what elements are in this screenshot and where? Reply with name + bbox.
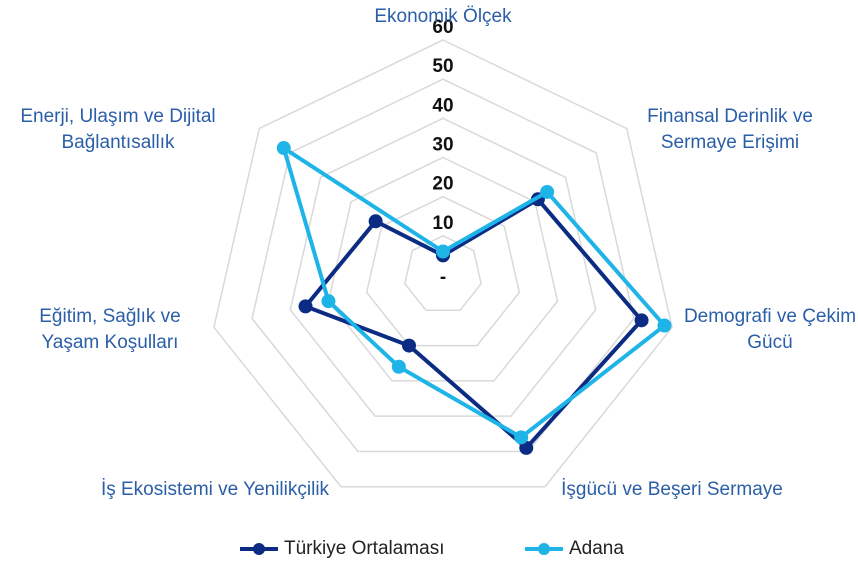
tick-label: 20 bbox=[432, 174, 453, 195]
marker bbox=[391, 359, 406, 374]
tick-label: 50 bbox=[432, 56, 453, 77]
tick-label: - bbox=[440, 267, 446, 288]
marker bbox=[519, 440, 534, 455]
marker bbox=[298, 299, 313, 314]
series-line bbox=[281, 146, 667, 440]
marker bbox=[436, 244, 450, 259]
marker bbox=[634, 313, 649, 328]
tick-label: 10 bbox=[432, 213, 453, 234]
legend-item: Türkiye Ortalaması bbox=[240, 538, 444, 559]
grid-ring bbox=[251, 78, 635, 453]
axis-label: Finansal Derinlik ve Sermaye Erişimi bbox=[647, 106, 813, 153]
grid-ring bbox=[365, 195, 521, 347]
grid-ring bbox=[213, 39, 673, 488]
marker bbox=[402, 338, 417, 353]
axis-label: Demografi ve Çekim Gücü bbox=[683, 306, 857, 353]
tick-label: 30 bbox=[432, 135, 453, 156]
legend-marker bbox=[538, 543, 550, 555]
tick-label: 40 bbox=[432, 95, 453, 116]
marker bbox=[368, 214, 383, 229]
marker bbox=[540, 184, 555, 199]
marker bbox=[657, 318, 672, 333]
marker bbox=[276, 141, 291, 156]
axis-label: İş Ekosistemi ve Yenilikçilik bbox=[100, 479, 330, 500]
grid-ring bbox=[327, 156, 559, 382]
axis-label: Enerji, Ulaşım ve Dijital Bağlantısallık bbox=[20, 106, 216, 153]
marker bbox=[514, 430, 529, 445]
legend-item: Adana bbox=[525, 538, 624, 559]
marker bbox=[321, 294, 336, 309]
legend-label: Adana bbox=[569, 538, 624, 559]
series-line bbox=[303, 197, 644, 450]
tick-label: 60 bbox=[432, 17, 453, 38]
legend-marker bbox=[253, 543, 265, 555]
axis-label: Eğitim, Sağlık ve Yaşam Koşulları bbox=[39, 306, 181, 353]
grid-ring bbox=[289, 117, 597, 417]
axis-label: İşgücü ve Beşeri Sermaye bbox=[561, 479, 783, 500]
axis-label: Ekonomik Ölçek bbox=[374, 6, 512, 27]
legend-label: Türkiye Ortalaması bbox=[284, 538, 444, 559]
grid-ring bbox=[404, 235, 482, 312]
